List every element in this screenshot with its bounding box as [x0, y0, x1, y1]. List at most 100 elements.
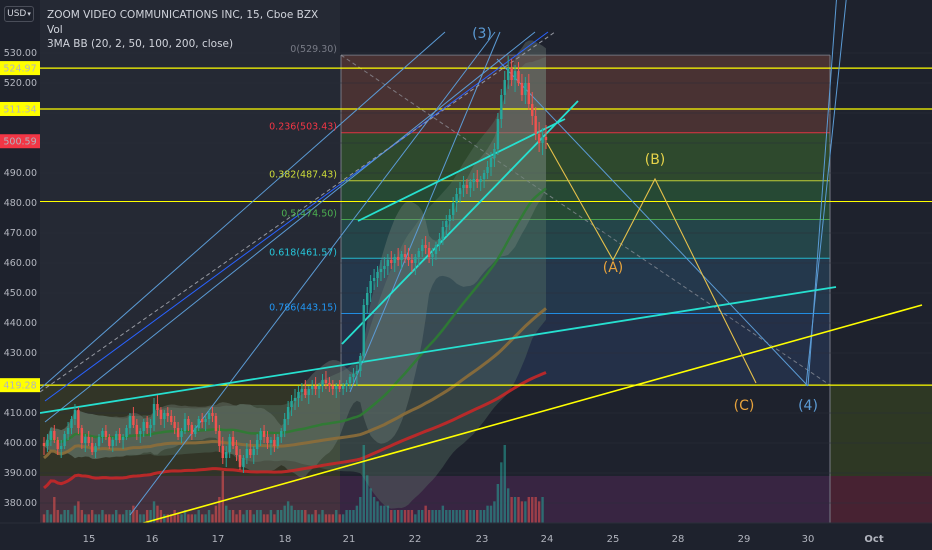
candle-body [87, 437, 90, 443]
volume-bar [159, 510, 163, 523]
candle-body [152, 404, 156, 425]
volume-bar [218, 497, 221, 523]
volume-bar [386, 505, 390, 523]
volume-bar [469, 510, 472, 523]
volume-bar [231, 510, 235, 523]
candle-body [173, 422, 176, 428]
volume-bar [369, 488, 372, 523]
price-tag-label: 500.59 [3, 137, 36, 148]
candle-body [273, 440, 276, 446]
volume-bar [90, 510, 94, 523]
volume-bar [531, 497, 534, 523]
volume-bar [438, 510, 441, 523]
volume-bar [527, 497, 531, 523]
candle-body [97, 437, 101, 446]
volume-bar [417, 510, 420, 523]
candle-body [238, 455, 242, 467]
volume-bar [170, 514, 173, 523]
volume-bar [537, 501, 541, 523]
candle-body [469, 182, 472, 188]
candle-body [56, 440, 59, 449]
volume-bar [259, 510, 262, 523]
fib-label: 0.236(503.43) [269, 122, 337, 133]
x-tick-label: 28 [672, 534, 685, 545]
volume-bar [84, 514, 87, 523]
x-tick-label: 23 [476, 534, 489, 545]
currency-selector[interactable]: USD ▾ [4, 6, 34, 22]
fib-label: 0(529.30) [290, 44, 337, 55]
volume-bar [293, 510, 297, 523]
volume-bar [115, 510, 118, 523]
candle-body [424, 245, 427, 248]
candle-body [108, 437, 111, 446]
price-tag[interactable] [0, 61, 40, 76]
candle-body [314, 386, 317, 389]
volume-bar [390, 510, 393, 523]
wave-label[interactable]: (C) [734, 398, 755, 414]
candle-body [180, 431, 183, 437]
price-tag-label: 511.34 [3, 104, 36, 115]
candle-body [458, 188, 462, 194]
price-tag-label: 524.97 [3, 64, 36, 75]
candle-body [465, 185, 469, 188]
bb-band-50 [44, 57, 546, 509]
y-axis-bg [0, 0, 40, 523]
x-tick-label: 22 [409, 534, 422, 545]
volume-bar [238, 510, 242, 523]
volume-bar [541, 497, 544, 523]
volume-bar [87, 514, 90, 523]
candle-body [231, 437, 235, 446]
candle-body [541, 137, 544, 143]
volume-bar [211, 514, 214, 523]
candle-body [544, 137, 548, 140]
candle-body [427, 248, 431, 257]
price-tag[interactable] [0, 134, 40, 149]
price-tag[interactable] [0, 378, 40, 393]
volume-bar [476, 510, 479, 523]
wave-label[interactable]: (A) [603, 260, 624, 276]
volume-bar [465, 510, 469, 523]
candle-body [118, 434, 121, 440]
volume-bar [101, 510, 104, 523]
volume-bar [245, 510, 249, 523]
candle-body [128, 416, 132, 428]
price-tag[interactable] [0, 101, 40, 116]
volume-bar [269, 510, 273, 523]
candle-body [121, 437, 125, 440]
candle-body [66, 428, 70, 434]
candle-body [369, 281, 372, 293]
y-tick-label: 410.00 [4, 408, 37, 419]
candle-body [207, 413, 211, 419]
bb-indicator-label[interactable]: 3MA BB (20, 2, 50, 100, 200, close) [47, 38, 234, 50]
candle-body [42, 443, 46, 446]
chart-title[interactable]: ZOOM VIDEO COMMUNICATIONS INC, 15, Cboe … [47, 9, 319, 21]
volume-indicator-label[interactable]: Vol [47, 23, 63, 36]
candle-body [410, 260, 414, 263]
candle-body [280, 431, 283, 437]
volume-bar [355, 505, 359, 523]
x-tick-label: 17 [212, 534, 225, 545]
wave-label[interactable]: (3) [472, 26, 492, 42]
volume-bar [489, 505, 493, 523]
candle-body [125, 428, 128, 437]
candle-body [249, 449, 252, 455]
volume-bar [486, 505, 489, 523]
volume-bar [500, 462, 503, 523]
candle-body [335, 386, 338, 389]
volume-bar [197, 510, 200, 523]
volume-bar [362, 445, 365, 523]
volume-bar [352, 510, 355, 523]
candle-body [77, 410, 80, 428]
volume-bar [139, 514, 142, 523]
volume-bar [321, 510, 324, 523]
volume-bar [479, 510, 482, 523]
volume-bar [379, 505, 383, 523]
wave-label[interactable]: (4) [798, 398, 818, 414]
candle-body [255, 440, 259, 449]
channel-line-lower [129, 31, 496, 516]
yellow-support-line [139, 304, 923, 525]
wave-label[interactable]: (B) [645, 152, 666, 168]
volume-bar [63, 510, 66, 523]
